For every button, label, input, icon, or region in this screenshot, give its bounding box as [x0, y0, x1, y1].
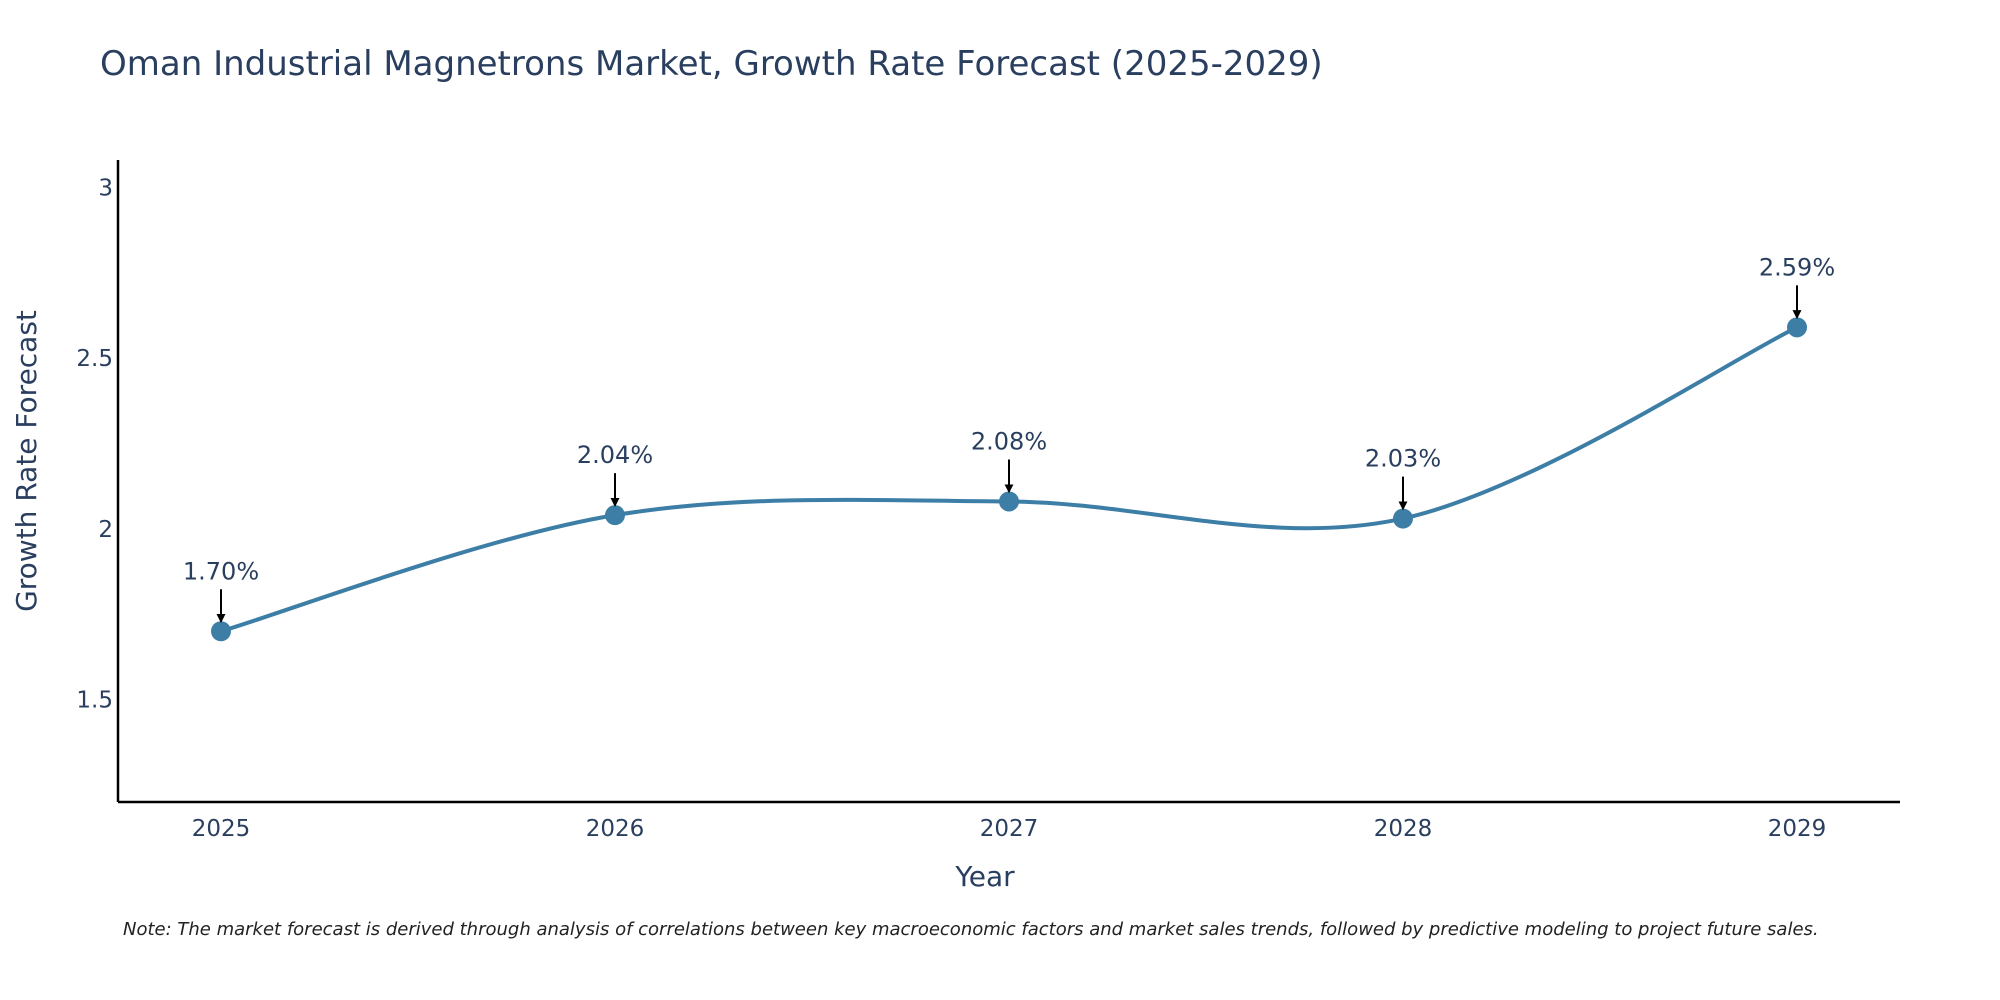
- x-tick-label: 2029: [1768, 816, 1827, 842]
- y-axis-title: Growth Rate Forecast: [10, 310, 43, 612]
- axes: 1.5 2 2.5 3 2025 2026 2027 2028 2029 Year Growth R…: [10, 160, 1900, 893]
- y-tick-label: 1.5: [76, 688, 113, 714]
- x-tick-label: 2025: [192, 816, 251, 842]
- data-point: [1787, 317, 1807, 338]
- y-tick-label: 2: [98, 517, 113, 543]
- chart-title: Oman Industrial Magnetrons Market, Growt…: [100, 44, 1323, 84]
- data-label: 2.59%: [1759, 253, 1835, 281]
- x-axis-title: Year: [954, 860, 1015, 893]
- x-tick-label: 2027: [980, 816, 1039, 842]
- y-tick-label: 2.5: [76, 346, 113, 372]
- data-point: [211, 621, 231, 642]
- x-tick-label: 2028: [1374, 816, 1433, 842]
- data-label: 1.70%: [183, 557, 259, 585]
- y-tick-label: 3: [98, 175, 113, 201]
- data-label: 2.03%: [1365, 445, 1441, 473]
- footnote: Note: The market forecast is derived thr…: [123, 919, 1819, 940]
- data-point: [999, 491, 1019, 512]
- data-label: 2.04%: [577, 441, 653, 469]
- series: [211, 317, 1807, 642]
- x-tick-label: 2026: [586, 816, 645, 842]
- data-labels: 1.70% 2.04% 2.08% 2.03% 2.59%: [183, 253, 1835, 624]
- data-point: [1393, 508, 1413, 529]
- data-point: [605, 505, 625, 526]
- data-label: 2.08%: [971, 427, 1047, 455]
